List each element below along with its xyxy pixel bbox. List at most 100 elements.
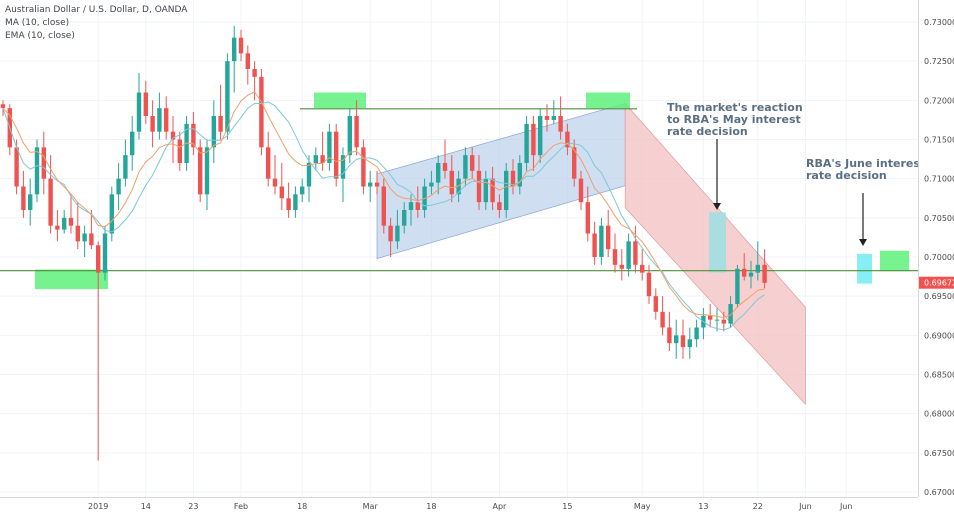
candle-body-76	[517, 163, 522, 187]
candle-body-102	[694, 327, 699, 340]
candle-body-20	[136, 92, 142, 132]
time-tick-6: 18	[426, 502, 436, 511]
candle-body-7	[48, 178, 53, 226]
candle-body-82	[558, 116, 563, 132]
candle-body-51	[347, 116, 352, 156]
june-highlight-box	[880, 250, 909, 272]
june-decision-box	[857, 253, 872, 284]
price-tick-3: 0.71500	[924, 136, 954, 145]
candle-body-34	[232, 37, 237, 62]
candle-body-23	[157, 108, 162, 132]
candle-body-16	[109, 194, 114, 234]
annotation-june-line-1: RBA's June interest	[806, 157, 925, 170]
price-tick-1: 0.72500	[924, 57, 954, 66]
support-highlight-box	[35, 269, 108, 290]
candle-body-95	[646, 272, 652, 297]
candle-body-81	[551, 116, 556, 120]
candle-body-14	[96, 245, 101, 273]
annotation-may-line-2: to RBA's May interest	[667, 113, 801, 126]
ma-legend[interactable]: MA (10, close)	[5, 18, 70, 28]
candle-body-56	[381, 186, 386, 226]
candle-body-50	[340, 155, 346, 179]
candle-body-28	[191, 123, 196, 148]
june-arrow-head	[859, 239, 867, 246]
last-price-badge: 0.69672	[919, 276, 954, 289]
candle-body-69	[470, 155, 475, 171]
candle-body-92	[626, 241, 631, 269]
time-axis[interactable]: 2019 14 23 Feb 18 Mar 18 Apr 15 May 13 22 Jun Jun	[0, 497, 954, 513]
drawing-shapes	[35, 92, 909, 406]
candle-body-66	[449, 170, 454, 195]
candle-body-104	[708, 315, 713, 320]
candle-body-65	[442, 163, 448, 171]
price-tick-11: 0.67500	[924, 449, 954, 458]
candle-body-75	[510, 170, 516, 187]
candle-body-101	[687, 339, 692, 348]
chart-legend: Australian Dollar / U.S. Dollar, D, OAND…	[5, 4, 187, 43]
last-price-badge-bg	[919, 276, 954, 289]
candle-body-3	[21, 186, 26, 210]
candle-body-60	[408, 202, 414, 210]
time-tick-4: 18	[297, 502, 307, 511]
price-tick-12: 0.67000	[924, 488, 954, 497]
candle-body-30	[204, 147, 210, 195]
candle-body-85	[578, 178, 584, 203]
candle-body-11	[75, 225, 80, 242]
price-tick-5: 0.70500	[924, 214, 954, 223]
time-tick-10: 13	[698, 502, 708, 511]
candle-body-10	[68, 217, 74, 226]
candle-body-100	[680, 335, 686, 348]
candle-body-58	[395, 225, 400, 242]
price-axis[interactable]: 0.73000 0.72500 0.72000 0.71500 0.71000 0.705…	[918, 0, 954, 513]
candle-body-37	[252, 69, 257, 77]
annotation-may-line-1: The market's reaction	[667, 101, 803, 114]
candle-body-71	[483, 178, 488, 203]
candle-body-31	[211, 116, 216, 148]
candle-body-8	[55, 225, 60, 230]
candle-body-39	[266, 147, 271, 179]
candle-body-29	[198, 147, 203, 195]
ema-legend[interactable]: EMA (10, close)	[5, 31, 75, 41]
price-tick-10: 0.68000	[924, 410, 954, 419]
candle-body-73	[497, 202, 502, 210]
time-tick-13: Jun	[839, 502, 853, 511]
candle-body-63	[429, 182, 434, 187]
candle-body-44	[300, 186, 305, 195]
indicator-lines	[2, 91, 765, 331]
candle-body-55	[374, 182, 380, 187]
candle-body-64	[436, 163, 441, 183]
candle-body-43	[293, 194, 298, 210]
time-axis-bg	[0, 497, 954, 513]
candle-body-17	[116, 178, 121, 195]
candle-body-89	[606, 225, 611, 250]
candle-body-15	[102, 233, 108, 273]
last-price-label: 0.69672	[924, 279, 954, 288]
candle-body-112	[762, 264, 767, 283]
candle-body-18	[123, 155, 128, 179]
price-tick-9: 0.68500	[924, 371, 954, 380]
candle-body-49	[334, 131, 339, 179]
candle-body-99	[674, 335, 679, 344]
candle-body-54	[368, 182, 373, 187]
candle-body-0	[0, 104, 6, 109]
candle-body-19	[130, 131, 135, 156]
time-tick-8: 15	[562, 502, 572, 511]
symbol-title[interactable]: Australian Dollar / U.S. Dollar, D, OAND…	[5, 5, 188, 15]
candle-body-42	[286, 198, 291, 210]
price-tick-7: 0.69500	[924, 292, 954, 301]
time-tick-7: Apr	[492, 502, 507, 511]
candle-body-9	[62, 217, 67, 230]
candle-body-33	[225, 61, 230, 132]
candle-body-24	[164, 108, 169, 132]
candle-body-96	[653, 296, 658, 312]
candle-body-79	[538, 116, 543, 156]
candle-body-84	[572, 147, 577, 179]
candle-body-21	[143, 92, 148, 116]
resistance-highlight-box-2	[586, 92, 630, 109]
candles	[0, 25, 767, 461]
candle-body-36	[245, 53, 250, 69]
may-arrow-head	[713, 203, 721, 210]
candle-body-88	[599, 225, 604, 257]
time-tick-1: 14	[141, 502, 151, 511]
